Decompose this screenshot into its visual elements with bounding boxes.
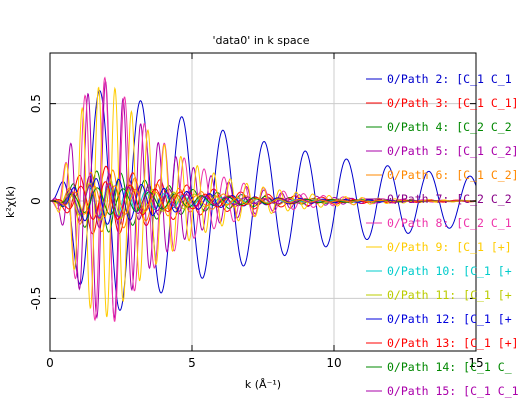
legend-entry: 0/Path 15: [C_1 C_1 [387, 384, 519, 398]
legend-entry: 0/Path 9: [C_1 [+] [387, 240, 512, 254]
y-tick-label: 0.5 [29, 94, 43, 113]
legend-entry: 0/Path 14: [C_1 C_ [387, 360, 512, 374]
x-tick-label: 10 [326, 356, 341, 370]
x-tick-label: 5 [188, 356, 196, 370]
series-line-16 [50, 185, 476, 217]
legend-entry: 0/Path 11: [C_1 [+ [387, 288, 512, 302]
plot-frame [49, 52, 477, 352]
legend-entry: 0/Path 3: [C_1 C_1] [387, 96, 519, 110]
legend-entry: 0/Path 13: [C_1 [+] [387, 336, 519, 350]
series-line-9 [50, 86, 476, 318]
chart-title: 'data0' in k space [213, 34, 310, 47]
y-axis-label: k²χ(k) [4, 186, 17, 218]
x-tick-label: 0 [46, 356, 54, 370]
legend-entry: 0/Path 4: [C_2 C_2 [387, 120, 512, 134]
legend-entry: 0/Path 12: [C_1 [+ [387, 312, 512, 326]
legend-entry: 0/Path 8: [C_2 C_1 [387, 216, 512, 230]
x-axis-label: k (Å⁻¹) [245, 378, 281, 391]
legend-entry: 0/Path 2: [C_1 C_1 [387, 72, 512, 86]
legend-entry: 0/Path 10: [C_1 [+ [387, 264, 512, 278]
series-line-8 [50, 76, 476, 322]
series-lines [50, 76, 476, 322]
legend-entry: 0/Path 6: [C_1 C_2] : [387, 168, 522, 182]
legend-entry: 0/Path 5: [C_1 C_2] : [387, 144, 522, 158]
x-tick-label: 15 [468, 356, 483, 370]
legend: 0/Path 2: [C_1 C_1 0/Path 3: [C_1 C_1] 0/P… [366, 72, 522, 398]
legend-entry: 0/Path 7: [C_2 C_2 [387, 192, 512, 206]
series-line-2 [50, 90, 476, 311]
ticks: 0 5 10 15 -0.5 0 0.5 [29, 53, 484, 370]
y-tick-label: -0.5 [29, 287, 43, 310]
y-tick-label: 0 [29, 197, 43, 205]
